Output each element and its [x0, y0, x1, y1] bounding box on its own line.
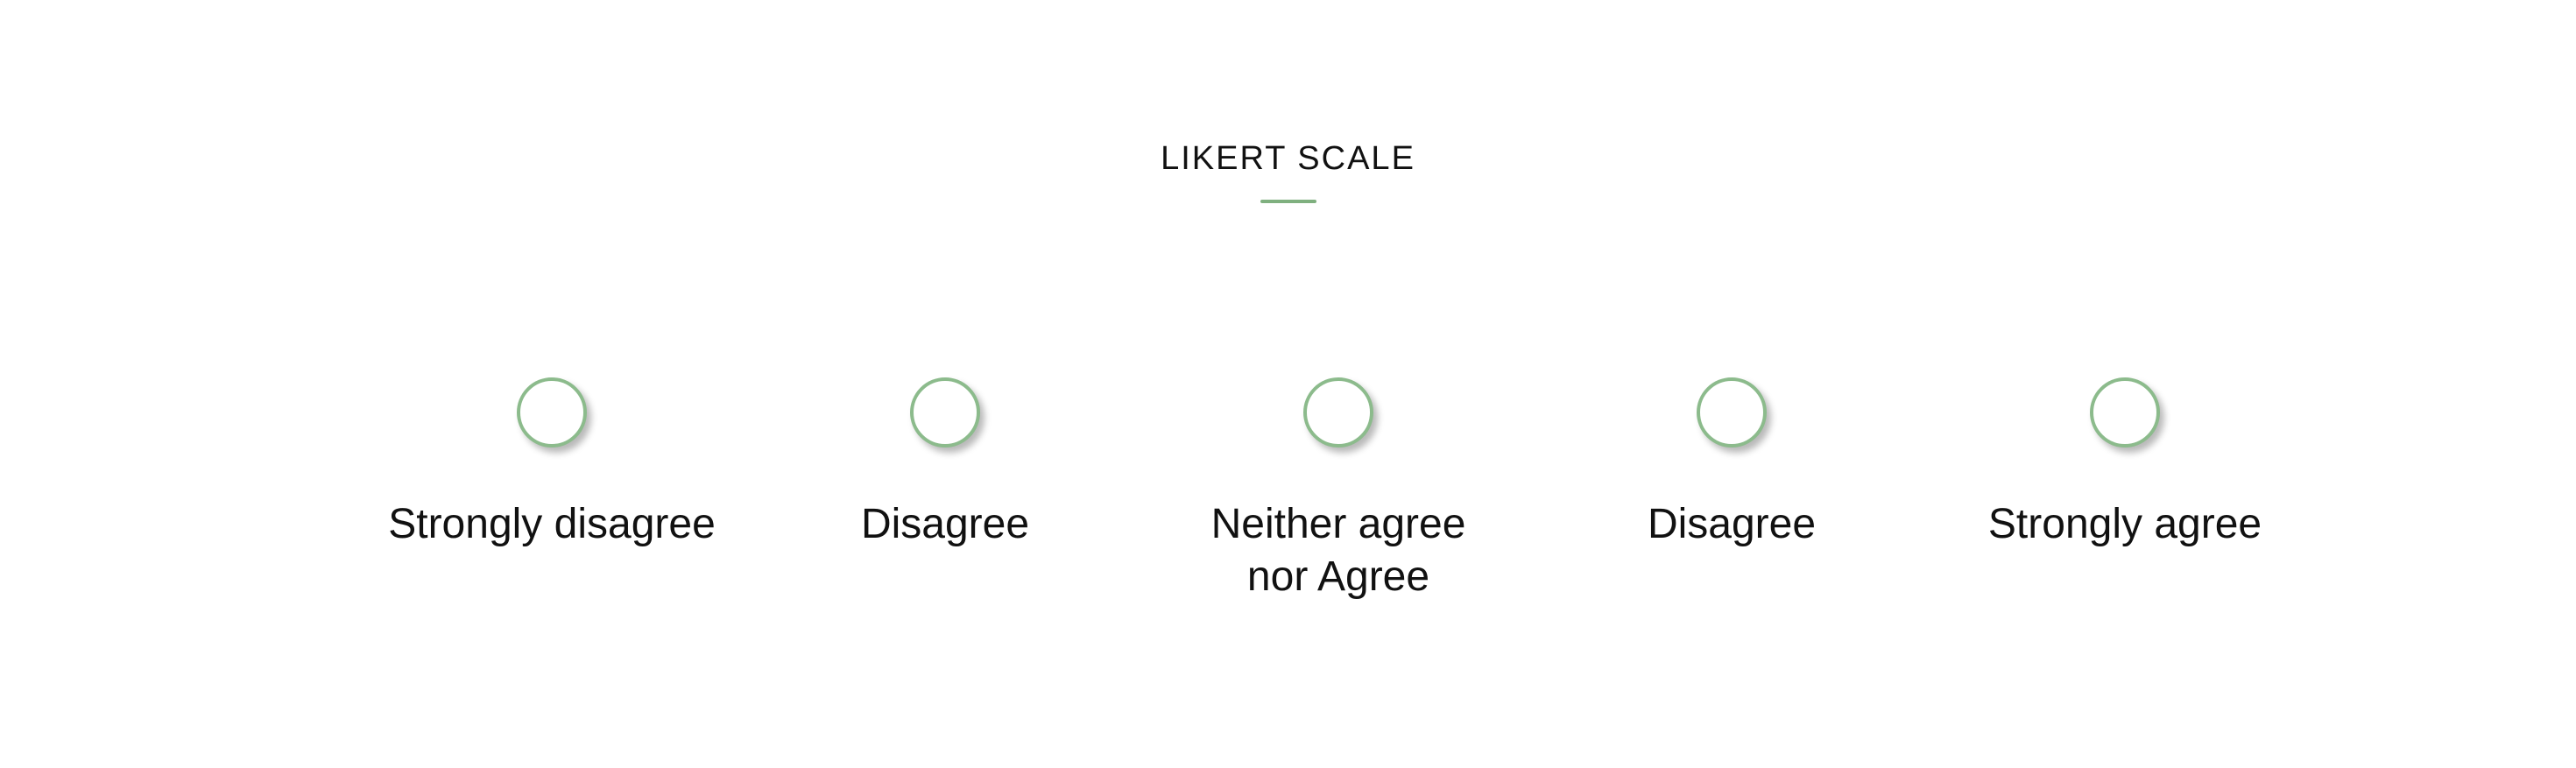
likert-option-strongly-agree[interactable]: Strongly agree [1932, 377, 2318, 551]
radio-button[interactable] [517, 377, 587, 447]
option-label-line-2: nor Agree [1246, 553, 1430, 600]
option-label: Disagree [1647, 501, 1817, 547]
likert-option-disagree-2[interactable]: Disagree [1539, 377, 1924, 551]
likert-option-disagree[interactable]: Disagree [752, 377, 1138, 551]
option-label: Disagree [860, 501, 1030, 547]
option-label: Strongly disagree [388, 501, 716, 547]
radio-button[interactable] [910, 377, 980, 447]
radio-button[interactable] [2090, 377, 2160, 447]
likert-option-strongly-disagree[interactable]: Strongly disagree [359, 377, 745, 551]
option-label-line-1: Neither agree [1210, 501, 1466, 547]
option-label: Strongly agree [1987, 501, 2262, 547]
page-title: LIKERT SCALE [1161, 140, 1415, 177]
radio-button[interactable] [1303, 377, 1373, 447]
likert-option-neutral[interactable]: Neither agree nor Agree [1146, 377, 1531, 603]
option-label: Neither agree nor Agree [1211, 498, 1466, 603]
title-underline [1260, 200, 1316, 203]
radio-button[interactable] [1697, 377, 1767, 447]
